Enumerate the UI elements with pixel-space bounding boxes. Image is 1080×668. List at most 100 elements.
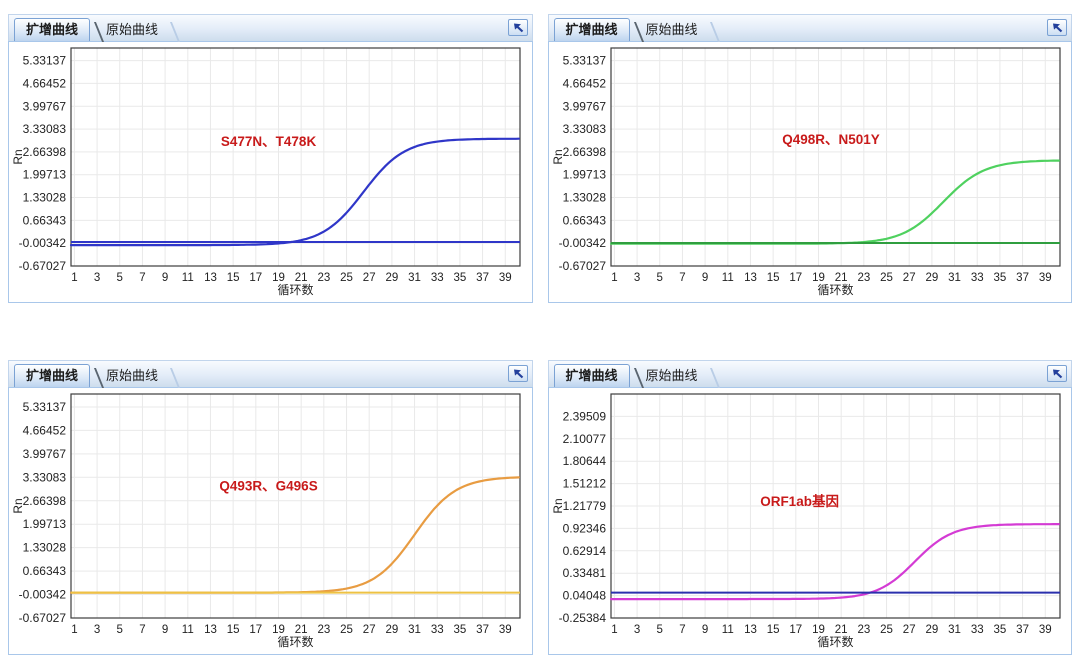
target-gene-label: Q498R、N501Y [782, 132, 880, 147]
y-tick-label: -0.67027 [19, 611, 67, 625]
x-tick-label: 37 [1016, 624, 1029, 636]
y-tick-label: 2.10077 [562, 432, 606, 446]
x-tick-label: 33 [431, 624, 444, 636]
x-tick-label: 17 [789, 272, 802, 284]
x-tick-label: 19 [812, 272, 825, 284]
y-tick-label: 1.99713 [23, 168, 67, 182]
x-tick-label: 7 [679, 272, 685, 284]
y-tick-label: -0.00342 [19, 236, 67, 250]
y-tick-label: 1.33028 [23, 191, 67, 205]
x-axis-title: 循环数 [817, 282, 853, 297]
x-tick-label: 21 [834, 272, 847, 284]
chart-panel: 扩增曲线 原始曲线 5.33137 4.66452 3.99767 3.33083 2.… [8, 360, 533, 655]
y-tick-label: 3.99767 [23, 447, 67, 461]
x-tick-label: 5 [117, 272, 123, 284]
x-tick-label: 11 [182, 272, 194, 284]
x-tick-label: 33 [970, 624, 983, 636]
tab-amplification-curve[interactable]: 扩增曲线 [553, 18, 630, 41]
tab-amplification-curve[interactable]: 扩增曲线 [553, 364, 630, 387]
x-tick-label: 27 [363, 624, 376, 636]
popout-button[interactable] [507, 365, 528, 382]
x-tick-label: 3 [94, 624, 100, 636]
x-tick-label: 7 [679, 624, 685, 636]
y-tick-label: 3.33083 [562, 122, 606, 136]
x-tick-label: 13 [744, 624, 757, 636]
target-gene-label: S477N、T478K [221, 134, 317, 149]
tab-edge [709, 368, 720, 388]
x-tick-label: 1 [71, 624, 77, 636]
chart-area: 5.33137 4.66452 3.99767 3.33083 2.66398 1.997… [8, 387, 533, 655]
y-tick-label: 1.99713 [562, 168, 606, 182]
y-tick-label: 2.39509 [562, 409, 606, 423]
y-tick-label: 4.66452 [23, 76, 67, 90]
x-tick-label: 3 [633, 624, 639, 636]
arrow-top-left-icon [513, 23, 523, 33]
tab-raw-curve[interactable]: 原始曲线 [645, 368, 698, 383]
tab-edge [169, 368, 181, 388]
popout-button[interactable] [1047, 19, 1067, 36]
y-tick-label: 0.04048 [562, 589, 606, 603]
x-tick-label: 21 [295, 272, 308, 284]
x-tick-label: 27 [902, 624, 915, 636]
tab-raw-curve[interactable]: 原始曲线 [106, 22, 159, 37]
amplification-chart: 5.33137 4.66452 3.99767 3.33083 2.66398 1.997… [11, 47, 521, 297]
y-axis-title: Rn [11, 498, 25, 513]
tab-raw-curve[interactable]: 原始曲线 [645, 22, 698, 37]
y-tick-label: 3.33083 [23, 470, 67, 484]
x-tick-label: 37 [476, 624, 489, 636]
x-tick-label: 15 [227, 272, 240, 284]
x-tick-label: 13 [744, 272, 757, 284]
chart-area: 2.39509 2.10077 1.80644 1.51212 1.21779 0.923… [547, 387, 1072, 655]
x-tick-label: 13 [204, 272, 217, 284]
tab-amplification-curve[interactable]: 扩增曲线 [14, 364, 91, 387]
x-tick-label: 23 [317, 624, 330, 636]
tab-edge [709, 22, 720, 42]
tab-strip: 扩增曲线 原始曲线 [547, 360, 1072, 388]
x-tick-label: 11 [182, 624, 194, 636]
x-tick-label: 7 [139, 272, 145, 284]
x-tick-label: 39 [499, 272, 512, 284]
tab-strip: 扩增曲线 原始曲线 [547, 14, 1072, 42]
x-tick-label: 3 [94, 272, 100, 284]
x-tick-label: 23 [857, 272, 870, 284]
y-tick-label: 5.33137 [562, 54, 606, 68]
amplification-curve [69, 137, 520, 247]
chart-area: 5.33137 4.66452 3.99767 3.33083 2.66398 1.997… [8, 41, 533, 303]
popout-button[interactable] [1047, 365, 1067, 382]
arrow-top-left-icon [1053, 23, 1063, 33]
x-tick-label: 15 [766, 272, 779, 284]
x-axis-title: 循环数 [277, 634, 313, 649]
target-gene-label: Q493R、G496S [219, 478, 317, 493]
x-tick-label: 19 [272, 624, 285, 636]
x-tick-label: 31 [408, 624, 421, 636]
x-tick-label: 31 [948, 272, 961, 284]
x-tick-label: 1 [611, 272, 617, 284]
y-tick-label: -0.67027 [19, 259, 67, 273]
x-tick-label: 5 [117, 624, 123, 636]
x-tick-label: 23 [857, 624, 870, 636]
y-axis-title: Rn [551, 149, 565, 164]
y-tick-label: 5.33137 [23, 54, 67, 68]
gridlines [610, 48, 1060, 267]
tab-edge [169, 22, 181, 42]
chart-panel: 扩增曲线 原始曲线 5.33137 4.66452 3.99767 3.33083 2.… [547, 14, 1072, 303]
x-tick-label: 21 [834, 624, 847, 636]
amplification-chart: 2.39509 2.10077 1.80644 1.51212 1.21779 0.923… [551, 393, 1061, 649]
tab-raw-curve[interactable]: 原始曲线 [106, 368, 159, 383]
y-axis-title: Rn [551, 498, 565, 513]
chart-area: 5.33137 4.66452 3.99767 3.33083 2.66398 1.997… [547, 41, 1072, 303]
popout-button[interactable] [507, 19, 528, 36]
x-tick-label: 35 [993, 272, 1006, 284]
y-tick-label: 1.33028 [23, 541, 67, 555]
plot-border [70, 47, 521, 267]
x-tick-label: 31 [408, 272, 421, 284]
tab-amplification-curve[interactable]: 扩增曲线 [14, 18, 91, 41]
amplification-curve [609, 159, 1060, 245]
plot-border [609, 47, 1061, 267]
y-tick-label: -0.25384 [558, 611, 606, 625]
x-tick-label: 25 [340, 272, 353, 284]
y-tick-label: -0.67027 [558, 259, 606, 273]
x-tick-label: 27 [363, 272, 376, 284]
y-tick-label: 0.66343 [23, 564, 67, 578]
y-tick-label: 3.99767 [23, 99, 67, 113]
